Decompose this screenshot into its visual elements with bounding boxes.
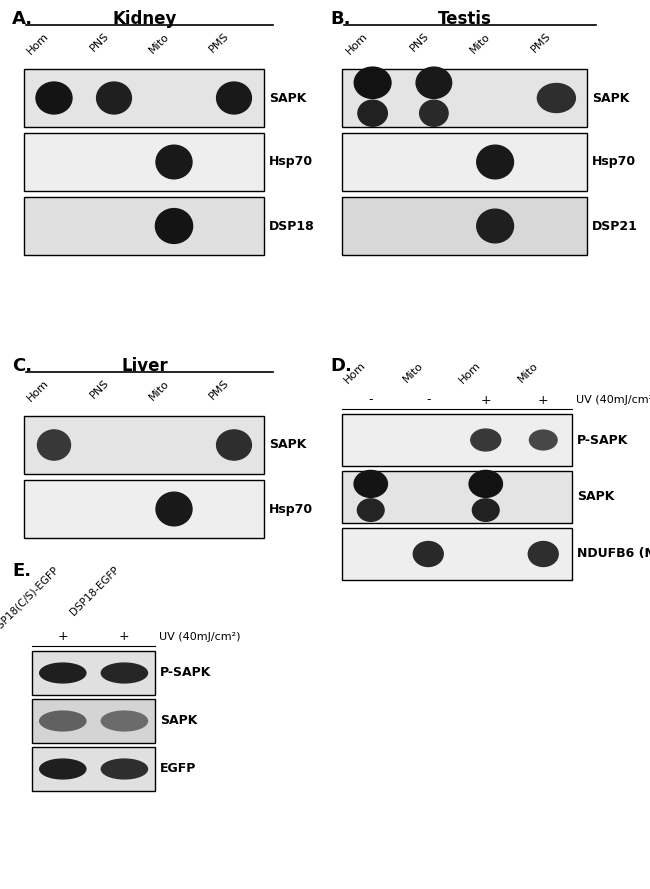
Text: Hom: Hom xyxy=(343,360,368,386)
Ellipse shape xyxy=(101,663,148,683)
Bar xyxy=(24,133,264,191)
Text: SAPK: SAPK xyxy=(592,92,629,105)
Text: Mito: Mito xyxy=(516,360,540,384)
Bar xyxy=(342,471,572,523)
Ellipse shape xyxy=(469,470,502,497)
Text: EGFP: EGFP xyxy=(160,763,196,775)
Bar xyxy=(24,69,264,127)
Text: Hom: Hom xyxy=(344,31,370,57)
Text: PMS: PMS xyxy=(530,31,553,55)
Text: Mito: Mito xyxy=(147,378,171,402)
Text: UV (40mJ/cm²): UV (40mJ/cm²) xyxy=(159,632,240,642)
Bar xyxy=(24,416,264,474)
Text: -: - xyxy=(369,394,373,406)
Ellipse shape xyxy=(40,663,86,683)
Text: SAPK: SAPK xyxy=(269,92,306,105)
Text: Kidney: Kidney xyxy=(112,10,177,28)
Text: DSP18(C/S)-EGFP: DSP18(C/S)-EGFP xyxy=(0,565,60,636)
Text: Hom: Hom xyxy=(25,378,51,404)
Text: Hom: Hom xyxy=(458,360,483,386)
Ellipse shape xyxy=(36,82,72,114)
Text: PNS: PNS xyxy=(408,31,431,54)
Ellipse shape xyxy=(538,84,575,113)
Bar xyxy=(342,414,572,466)
Ellipse shape xyxy=(101,759,148,779)
Text: UV (40mJ/cm²): UV (40mJ/cm²) xyxy=(576,395,650,405)
Ellipse shape xyxy=(530,430,557,450)
Ellipse shape xyxy=(38,430,70,461)
Ellipse shape xyxy=(40,759,86,779)
Text: A.: A. xyxy=(12,10,33,28)
Ellipse shape xyxy=(416,67,452,99)
Bar xyxy=(24,197,264,255)
Text: +: + xyxy=(538,394,549,406)
Bar xyxy=(342,197,587,255)
Ellipse shape xyxy=(528,541,558,566)
Text: Hom: Hom xyxy=(25,31,51,57)
Text: SAPK: SAPK xyxy=(269,438,306,452)
Ellipse shape xyxy=(358,100,387,126)
Text: DSP18-EGFP: DSP18-EGFP xyxy=(68,565,122,618)
Text: P-SAPK: P-SAPK xyxy=(577,434,629,446)
Ellipse shape xyxy=(420,100,448,126)
Bar xyxy=(24,480,264,538)
Text: SAPK: SAPK xyxy=(577,491,614,503)
Text: +: + xyxy=(57,630,68,644)
Bar xyxy=(32,747,155,791)
Ellipse shape xyxy=(97,82,131,114)
Ellipse shape xyxy=(40,711,86,731)
Text: +: + xyxy=(119,630,130,644)
Bar xyxy=(32,651,155,695)
Ellipse shape xyxy=(156,493,192,525)
Bar xyxy=(342,528,572,580)
Ellipse shape xyxy=(358,499,384,521)
Text: NDUFB6 (Mito): NDUFB6 (Mito) xyxy=(577,548,650,560)
Text: PMS: PMS xyxy=(207,378,231,402)
Text: DSP21: DSP21 xyxy=(592,220,638,233)
Text: PNS: PNS xyxy=(88,378,111,401)
Text: Testis: Testis xyxy=(438,10,492,28)
Ellipse shape xyxy=(216,430,252,461)
Text: Liver: Liver xyxy=(121,357,168,375)
Ellipse shape xyxy=(156,145,192,179)
Text: C.: C. xyxy=(12,357,32,375)
Ellipse shape xyxy=(354,67,391,99)
Text: Hsp70: Hsp70 xyxy=(269,502,313,516)
Ellipse shape xyxy=(473,499,499,521)
Text: P-SAPK: P-SAPK xyxy=(160,667,211,679)
Text: Hsp70: Hsp70 xyxy=(592,156,636,169)
Text: Mito: Mito xyxy=(468,31,492,55)
Text: PNS: PNS xyxy=(88,31,111,54)
Ellipse shape xyxy=(354,470,387,497)
Text: D.: D. xyxy=(330,357,352,375)
Bar xyxy=(342,133,587,191)
Bar xyxy=(32,699,155,743)
Ellipse shape xyxy=(413,541,443,566)
Text: Mito: Mito xyxy=(402,360,425,384)
Text: E.: E. xyxy=(12,562,31,580)
Ellipse shape xyxy=(476,209,514,243)
Text: DSP18: DSP18 xyxy=(269,220,315,233)
Ellipse shape xyxy=(476,145,514,179)
Text: Mito: Mito xyxy=(147,31,171,55)
Ellipse shape xyxy=(216,82,252,114)
Text: +: + xyxy=(480,394,491,406)
Ellipse shape xyxy=(471,429,500,451)
Ellipse shape xyxy=(101,711,148,731)
Bar xyxy=(342,69,587,127)
Text: -: - xyxy=(426,394,430,406)
Text: SAPK: SAPK xyxy=(160,715,198,727)
Ellipse shape xyxy=(155,209,192,244)
Text: B.: B. xyxy=(330,10,350,28)
Text: Hsp70: Hsp70 xyxy=(269,156,313,169)
Text: PMS: PMS xyxy=(207,31,231,55)
